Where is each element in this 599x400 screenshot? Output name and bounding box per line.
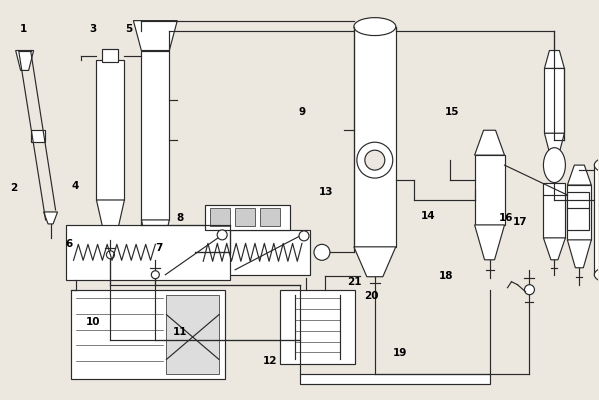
Text: 3: 3 — [90, 24, 97, 34]
Bar — [210, 208, 230, 226]
Polygon shape — [543, 238, 565, 260]
Text: 12: 12 — [262, 356, 277, 366]
Bar — [567, 185, 591, 240]
Polygon shape — [141, 220, 170, 260]
Bar — [543, 183, 565, 238]
Bar — [260, 208, 280, 226]
Bar — [65, 225, 230, 280]
Text: 11: 11 — [173, 326, 187, 336]
Text: 8: 8 — [176, 213, 184, 223]
Bar — [96, 60, 125, 200]
Text: 2: 2 — [10, 183, 17, 193]
Bar — [102, 48, 119, 62]
Bar — [354, 27, 396, 247]
Polygon shape — [16, 50, 34, 70]
Bar — [594, 165, 599, 275]
Circle shape — [299, 231, 309, 241]
Bar — [474, 155, 504, 225]
Text: 16: 16 — [498, 213, 513, 223]
Bar — [567, 192, 589, 230]
Bar — [167, 295, 219, 374]
Text: 10: 10 — [86, 316, 101, 326]
Text: 15: 15 — [444, 107, 459, 117]
Polygon shape — [544, 133, 564, 158]
Circle shape — [365, 150, 385, 170]
Text: 9: 9 — [299, 107, 306, 117]
Bar — [195, 230, 310, 275]
Polygon shape — [474, 225, 504, 260]
Circle shape — [314, 244, 330, 260]
Text: 17: 17 — [513, 217, 528, 227]
Text: 14: 14 — [420, 211, 435, 221]
Polygon shape — [474, 130, 504, 155]
Text: 21: 21 — [347, 277, 362, 287]
Circle shape — [357, 142, 393, 178]
Ellipse shape — [354, 18, 396, 36]
Polygon shape — [44, 212, 58, 224]
Text: 20: 20 — [364, 291, 379, 301]
Text: 1: 1 — [20, 24, 27, 34]
Polygon shape — [567, 165, 591, 185]
Polygon shape — [96, 200, 125, 240]
Polygon shape — [544, 50, 564, 68]
Bar — [544, 68, 564, 133]
Ellipse shape — [594, 150, 599, 180]
Text: 18: 18 — [438, 271, 453, 281]
Text: 5: 5 — [126, 24, 133, 34]
Polygon shape — [354, 247, 396, 277]
Polygon shape — [567, 240, 591, 268]
Text: 4: 4 — [72, 181, 79, 191]
Bar — [205, 205, 290, 230]
Circle shape — [217, 230, 227, 240]
Bar — [280, 290, 355, 364]
Text: 7: 7 — [155, 243, 163, 253]
Bar — [235, 208, 255, 226]
Text: 19: 19 — [393, 348, 407, 358]
Bar — [71, 290, 225, 379]
Circle shape — [525, 285, 534, 295]
Text: 13: 13 — [319, 187, 334, 197]
Bar — [141, 50, 170, 220]
Polygon shape — [134, 21, 177, 50]
Text: 6: 6 — [66, 239, 73, 249]
Circle shape — [107, 251, 114, 259]
Bar — [31, 130, 44, 142]
Ellipse shape — [543, 148, 565, 182]
Circle shape — [152, 271, 159, 279]
Polygon shape — [300, 374, 489, 384]
Ellipse shape — [594, 260, 599, 290]
